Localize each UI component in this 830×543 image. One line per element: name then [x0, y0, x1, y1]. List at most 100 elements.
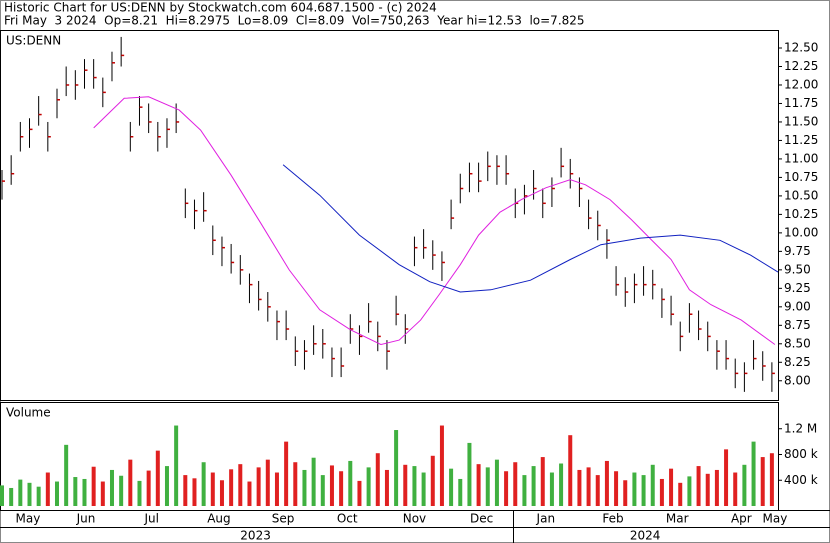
volume-bar — [595, 475, 600, 506]
x-tick-label: Sep — [272, 512, 295, 526]
y-tick-label: 800 k — [784, 447, 818, 461]
volume-bar — [724, 449, 729, 506]
volume-bar — [549, 472, 554, 506]
volume-bar — [357, 480, 362, 506]
y-tick-label: 11.25 — [784, 133, 818, 147]
y-tick-label: 12.50 — [784, 41, 818, 55]
x-tick-label: Mar — [666, 512, 689, 526]
volume-bar — [733, 472, 738, 506]
volume-bar — [73, 477, 78, 506]
y-tick-label: 9.75 — [784, 244, 811, 258]
volume-bar — [339, 471, 344, 506]
volume-bar — [559, 463, 564, 506]
y-tick-label: 12.25 — [784, 59, 818, 73]
volume-bar — [247, 481, 252, 506]
y-tick-label: 8.75 — [784, 318, 811, 332]
volume-bar — [256, 467, 261, 506]
header-line1: Historic Chart for US:DENN by Stockwatch… — [4, 1, 437, 15]
year-label: 2023 — [240, 529, 271, 543]
volume-bar — [394, 430, 399, 506]
volume-bar — [311, 457, 316, 506]
y-tick-label: 11.00 — [784, 151, 818, 165]
volume-bar — [678, 482, 683, 506]
volume-bar — [164, 466, 169, 506]
y-tick-label: 11.75 — [784, 96, 818, 110]
y-tick-label: 400 k — [784, 473, 818, 487]
volume-bar — [522, 475, 527, 506]
volume-bar — [476, 464, 481, 506]
volume-bar — [18, 479, 23, 506]
volume-bar — [54, 481, 59, 506]
volume-bar — [669, 468, 674, 506]
volume-bar — [91, 466, 96, 506]
volume-bar — [36, 486, 41, 506]
volume-bar — [439, 425, 444, 506]
volume-bar — [366, 467, 371, 506]
volume-bar — [705, 473, 710, 506]
x-tick-label: Dec — [470, 512, 493, 526]
x-tick-label: May — [763, 512, 788, 526]
volume-bar — [568, 435, 573, 506]
volume-bar — [201, 462, 206, 506]
volume-bar — [623, 480, 628, 506]
volume-bar — [27, 482, 32, 506]
year-label: 2024 — [630, 529, 661, 543]
volume-bar — [687, 476, 692, 506]
volume-bar — [769, 453, 774, 506]
volume-bar — [403, 464, 408, 506]
volume-bar — [64, 444, 69, 506]
volume-bar — [760, 457, 765, 506]
volume-bar — [100, 481, 105, 506]
volume-bar — [384, 469, 389, 506]
volume-bar — [265, 459, 270, 506]
moving-average — [93, 96, 776, 346]
volume-bar — [485, 467, 490, 506]
volume-bar — [293, 462, 298, 506]
volume-bar — [449, 468, 454, 506]
volume-bar — [146, 470, 151, 506]
x-tick-label: May — [16, 512, 41, 526]
volume-bar — [659, 478, 664, 506]
y-tick-label: 1.2 M — [784, 421, 817, 435]
volume-bar — [632, 472, 637, 506]
y-tick-label: 10.50 — [784, 188, 818, 202]
volume-bar — [742, 464, 747, 506]
volume-bar — [9, 487, 14, 506]
volume-bar — [650, 464, 655, 506]
volume-bar — [155, 450, 160, 506]
volume-bar — [137, 480, 142, 506]
volume-bar — [82, 478, 87, 506]
volume-bar — [192, 478, 197, 506]
x-tick-label: Oct — [337, 512, 358, 526]
moving-average — [282, 164, 779, 293]
volume-bar — [238, 464, 243, 506]
y-tick-label: 12.00 — [784, 77, 818, 91]
volume-bar — [467, 442, 472, 506]
price-panel — [0, 30, 779, 401]
volume-bar — [604, 460, 609, 506]
volume-bar — [229, 469, 234, 506]
volume-bar — [577, 469, 582, 506]
volume-bar — [119, 475, 124, 506]
volume-bar — [714, 469, 719, 506]
y-tick-label: 9.25 — [784, 281, 811, 295]
volume-bar — [348, 460, 353, 506]
volume-bar — [0, 485, 4, 506]
x-tick-label: Aug — [207, 512, 230, 526]
volume-bar — [45, 472, 50, 506]
x-tick-label: Feb — [602, 512, 623, 526]
volume-bar — [219, 480, 224, 506]
y-tick-label: 11.50 — [784, 114, 818, 128]
volume-bar — [375, 453, 380, 506]
volume-bar — [128, 459, 133, 506]
y-tick-label: 8.50 — [784, 336, 811, 350]
x-tick-label: Nov — [403, 512, 426, 526]
volume-bar — [412, 466, 417, 506]
volume-bar — [329, 465, 334, 506]
x-tick-label: Jun — [76, 512, 96, 526]
volume-bar — [320, 475, 325, 506]
y-tick-label: 9.00 — [784, 299, 811, 313]
volume-bar — [174, 425, 179, 506]
volume-bar — [109, 469, 114, 506]
volume-bar — [284, 441, 289, 506]
